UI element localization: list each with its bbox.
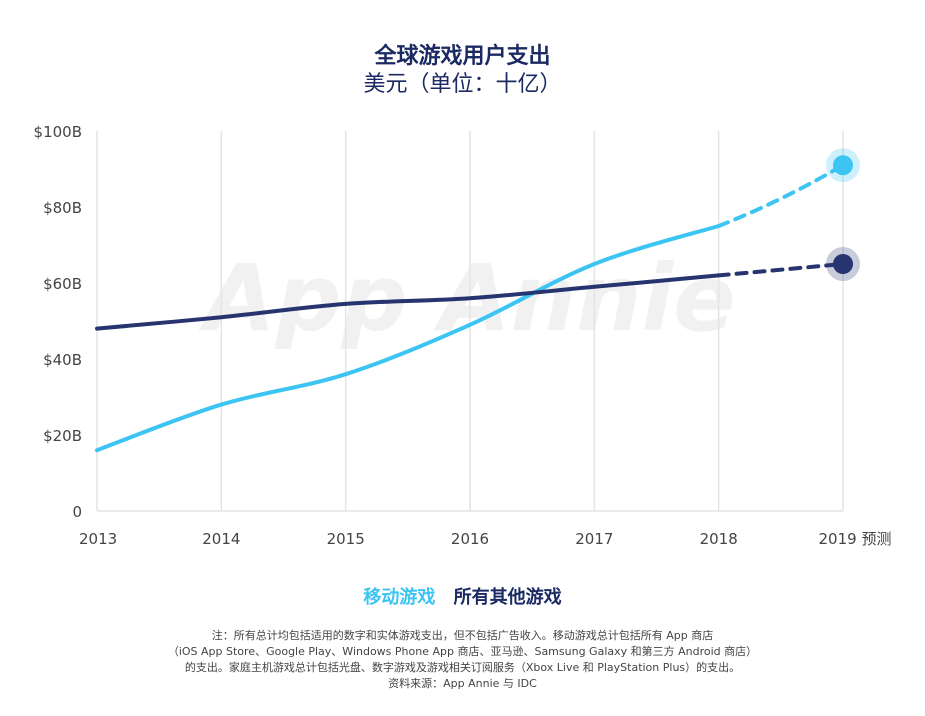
legend: 移动游戏 所有其他游戏	[0, 583, 925, 609]
x-tick-label: 2013	[79, 530, 117, 548]
chart-subtitle: 美元（单位：十亿）	[363, 72, 562, 97]
forecast-point-mobile	[833, 155, 853, 176]
x-tick-label: 2014	[202, 530, 240, 548]
forecast-point-other	[833, 254, 853, 274]
footnote-line: 注：所有总计均包括适用的数字和实体游戏支出，但不包括广告收入。移动游戏总计包括所…	[211, 629, 714, 642]
y-tick-label: $20B	[43, 427, 82, 445]
chart-title: 全球游戏用户支出	[374, 44, 551, 69]
x-tick-label: 2016	[451, 530, 489, 548]
series-line-other	[95, 273, 721, 331]
series-line-mobile	[95, 224, 721, 453]
x-tick-label: 2018	[700, 530, 738, 548]
y-tick-label: $80B	[43, 199, 82, 217]
footnote-line: （iOS App Store、Google Play、Windows Phone…	[167, 645, 758, 658]
legend-item-other: 所有其他游戏	[453, 587, 562, 608]
y-tick-label: $60B	[43, 275, 82, 293]
x-tick-label: 2017	[575, 530, 613, 548]
y-tick-label: 0	[72, 503, 82, 521]
footnote-line: 的支出。家庭主机游戏总计包括光盘、数字游戏及游戏相关订阅服务（Xbox Live…	[184, 661, 741, 674]
x-tick-label: 2019 预测	[819, 530, 892, 548]
x-tick-label: 2015	[327, 530, 365, 548]
y-tick-label: $40B	[43, 351, 82, 369]
legend-item-mobile: 移动游戏	[363, 587, 436, 608]
y-tick-label: $100B	[34, 123, 82, 141]
footnote-line: 资料来源：App Annie 与 IDC	[388, 677, 537, 690]
footnotes: 注：所有总计均包括适用的数字和实体游戏支出，但不包括广告收入。移动游戏总计包括所…	[100, 628, 825, 692]
forecast-line-mobile	[716, 163, 845, 228]
forecast-line-other	[716, 262, 845, 278]
